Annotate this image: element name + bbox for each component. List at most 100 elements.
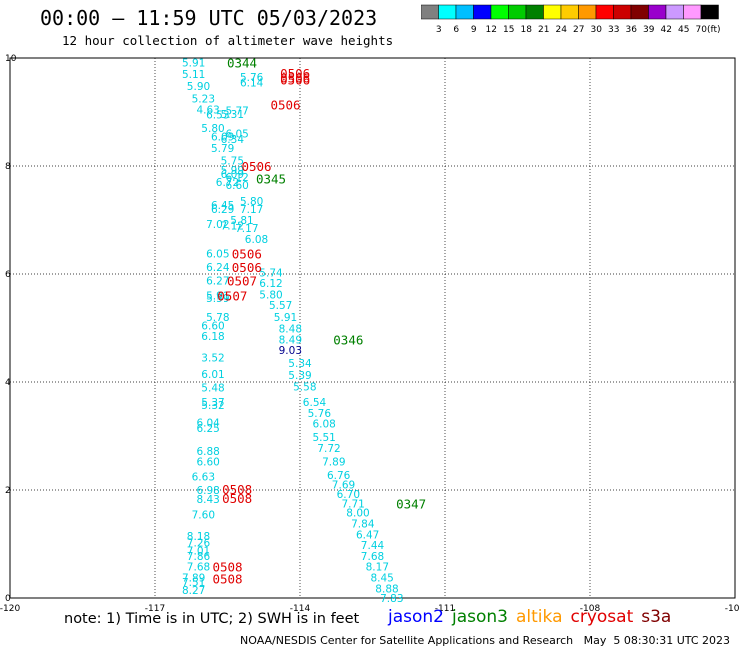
wave-height-point: 7.51 <box>182 577 205 589</box>
wave-height-point: 8.49 <box>279 334 302 346</box>
x-tick-label: -114 <box>290 604 311 614</box>
wave-height-point: 6.12 <box>259 278 282 290</box>
pass-time-label: 0345 <box>256 171 286 186</box>
wave-height-point: 3.52 <box>201 353 224 365</box>
wave-height-point: 8.00 <box>346 508 369 520</box>
wave-height-point: 5.75 <box>221 156 244 168</box>
wave-height-point: 6.98 <box>196 485 219 497</box>
colorbar-label: 27 <box>573 25 584 34</box>
colorbar-label: 3 <box>436 25 442 34</box>
wave-height-point: 9.03 <box>279 345 302 357</box>
wave-height-point: 7.83 <box>380 593 403 605</box>
wave-height-point: 7.89 <box>182 572 205 584</box>
wave-height-point: 5.32 <box>201 400 224 412</box>
wave-height-point: 5.76 <box>308 408 332 420</box>
wave-height-point: 7.69 <box>332 480 355 492</box>
wave-height-point: 5.39 <box>288 370 311 382</box>
wave-height-point: 6.72 <box>216 177 239 189</box>
wave-height-point: 6.08 <box>312 419 335 431</box>
pass-time-label: 0507 <box>217 289 247 304</box>
chart-title: 00:00 – 11:59 UTC 05/03/2023 <box>40 6 378 30</box>
pass-time-label: 0506 <box>280 70 310 85</box>
pass-time-label: 0344 <box>227 55 257 70</box>
wave-height-point: 8.48 <box>279 324 302 336</box>
wave-height-point: 6.01 <box>201 369 224 381</box>
colorbar-label: 45 <box>678 25 689 34</box>
wave-height-point: 5.80 <box>240 196 263 208</box>
wave-height-point: 6.24 <box>206 262 230 274</box>
wave-height-point: 5.91 <box>274 312 297 324</box>
wave-height-point: 5.48 <box>201 382 224 394</box>
y-tick-label: 10 <box>5 54 17 64</box>
wave-height-point: 6.60 <box>225 180 248 192</box>
pass-time-label: 0506 <box>241 159 271 174</box>
wave-height-point: 6.45 <box>211 200 234 212</box>
colorbar-label: 39 <box>643 25 655 34</box>
x-tick-label: -108 <box>580 604 601 614</box>
pass-time-label: 0506 <box>232 246 262 261</box>
wave-height-point: 6.18 <box>201 331 224 343</box>
pass-time-label: 0346 <box>333 332 363 347</box>
colorbar-label: 70 <box>696 25 708 34</box>
wave-height-point: 5.79 <box>211 143 234 155</box>
legend-item-s3a: s3a <box>641 607 672 627</box>
wave-height-point: 8.27 <box>182 585 205 597</box>
wave-height-point: 5.57 <box>269 300 292 312</box>
wave-height-point: 5.23 <box>192 94 215 106</box>
colorbar-label: 18 <box>521 25 533 34</box>
wave-height-point: 5.58 <box>293 381 316 393</box>
wave-height-point: 7.17 <box>235 223 258 235</box>
wave-height-point: 7.44 <box>361 540 385 552</box>
x-tick-label: -120 <box>0 604 20 614</box>
y-tick-label: 4 <box>5 378 11 388</box>
wave-height-point: 8.45 <box>370 572 393 584</box>
x-tick-label: -111 <box>435 604 455 614</box>
wave-height-point: 6.05 <box>206 248 229 260</box>
wave-height-point: 7.26 <box>187 537 211 549</box>
colorbar-label: 15 <box>503 25 514 34</box>
wave-height-point: 5.78 <box>206 312 229 324</box>
wave-height-point: 5.59 <box>206 293 229 305</box>
wave-height-point: 5.51 <box>312 432 335 444</box>
x-tick-label: -105 <box>725 604 740 614</box>
wave-height-point: 6.09 <box>221 169 244 181</box>
wave-height-point: 6.09 <box>211 131 234 143</box>
wave-height-point: 5.91 <box>182 57 205 69</box>
colorbar-label: (ft) <box>707 25 721 34</box>
wave-height-point: 6.53 <box>206 110 229 122</box>
wave-height-point: 5.77 <box>225 105 248 117</box>
pass-time-label: 0506 <box>270 97 300 112</box>
colorbar-label: 30 <box>591 25 603 34</box>
wave-height-point: 7.68 <box>187 562 210 574</box>
wave-height-point: 5.37 <box>201 397 224 409</box>
pass-time-label: 0506 <box>280 66 310 81</box>
wave-height-point: 6.88 <box>196 446 219 458</box>
wave-height-point: 6.63 <box>192 472 215 484</box>
colorbar-label: 6 <box>453 25 459 34</box>
wave-height-point: 5.76 <box>240 72 264 84</box>
y-tick-label: 2 <box>5 486 11 496</box>
wave-height-point: 7.01 <box>187 545 210 557</box>
wave-height-point: 7.72 <box>317 443 340 455</box>
wave-height-point: 5.81 <box>230 215 253 227</box>
satellite-legend: jason2 jason3 altika cryosat s3a <box>388 607 679 627</box>
units-note: note: 1) Time is in UTC; 2) SWH is in fe… <box>64 611 360 627</box>
wave-height-point: 6.12 <box>225 172 248 184</box>
wave-height-point: 6.34 <box>221 134 245 146</box>
wave-height-point: 4.63 <box>196 104 219 116</box>
wave-height-point: 5.99 <box>221 165 244 177</box>
pass-time-label: 0347 <box>396 497 426 512</box>
wave-height-point: 5.11 <box>182 69 205 81</box>
wave-height-point: 7.60 <box>192 509 215 521</box>
colorbar-label: 24 <box>556 25 568 34</box>
wave-height-point: 5.74 <box>259 267 283 279</box>
pass-time-label: 0506 <box>280 73 310 88</box>
color-scale-bar: 3 6 9 12 15 18 21 24 27 30 33 36 39 42 45 70 (ft) <box>421 4 721 34</box>
wave-height-point: 6.76 <box>327 470 351 482</box>
colorbar-label: 36 <box>626 25 638 34</box>
x-tick-label: -117 <box>145 604 165 614</box>
colorbar-label: 42 <box>661 25 672 34</box>
wave-height-point: 7.89 <box>322 456 345 468</box>
colorbar-label: 21 <box>538 25 549 34</box>
